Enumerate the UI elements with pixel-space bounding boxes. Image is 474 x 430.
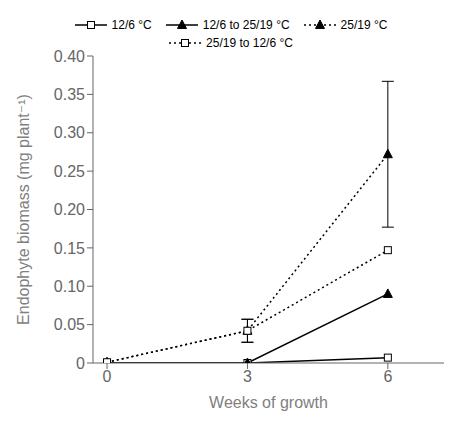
svg-text:0.05: 0.05 (54, 316, 85, 333)
svg-text:3: 3 (243, 368, 252, 385)
svg-text:0.35: 0.35 (54, 86, 85, 103)
svg-text:0.10: 0.10 (54, 278, 85, 295)
svg-text:Endophyte biomass (mg plant⁻¹): Endophyte biomass (mg plant⁻¹) (15, 94, 32, 325)
svg-text:0.20: 0.20 (54, 201, 85, 218)
html-text:25/19 °C: 25/19 °C (340, 18, 388, 32)
svg-text:0.40: 0.40 (54, 48, 85, 65)
svg-text:Weeks of growth: Weeks of growth (209, 394, 328, 411)
svg-text:6: 6 (383, 368, 392, 385)
svg-text:0.25: 0.25 (54, 163, 85, 180)
svg-text:0.15: 0.15 (54, 240, 85, 257)
svg-text:0.30: 0.30 (54, 124, 85, 141)
html-text:12/6 to 25/19 °C: 12/6 to 25/19 °C (202, 18, 290, 32)
html-text:25/19 to 12/6 °C: 25/19 to 12/6 °C (206, 36, 293, 50)
svg-text:0: 0 (103, 368, 112, 385)
html-text:12/6 °C: 12/6 °C (111, 18, 152, 32)
svg-text:0: 0 (76, 355, 85, 372)
